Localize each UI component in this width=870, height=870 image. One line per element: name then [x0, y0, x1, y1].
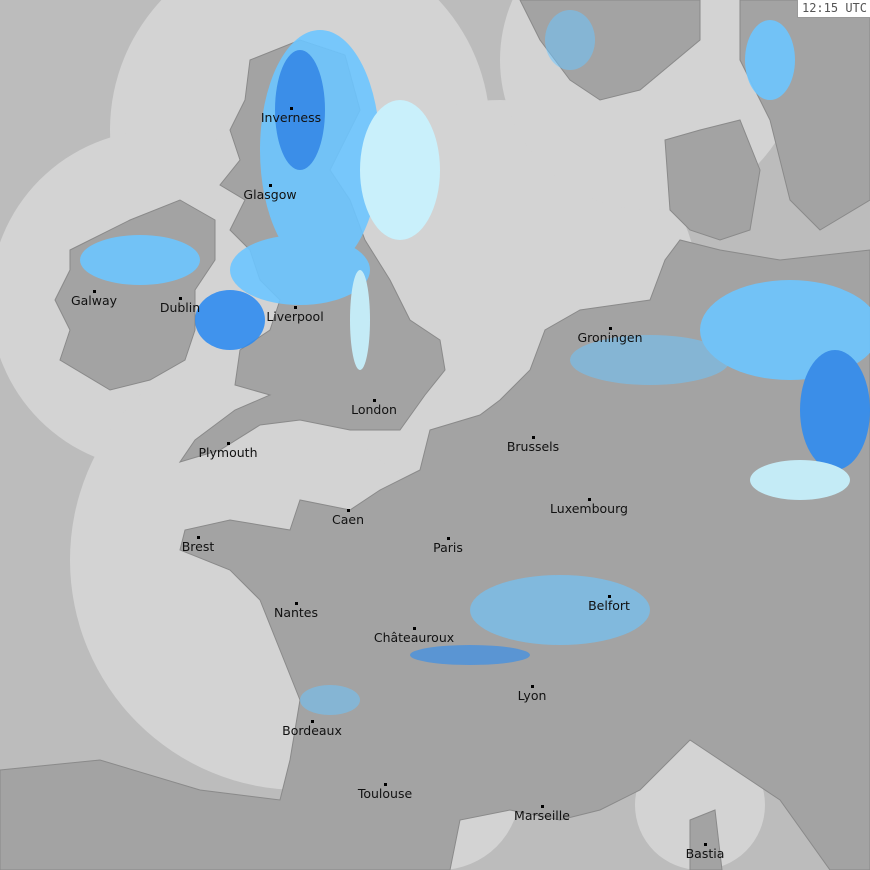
corsica — [689, 809, 723, 870]
city-dot — [179, 297, 182, 300]
city-label: Bastia — [685, 846, 725, 861]
city-label: Brest — [181, 539, 215, 554]
city-dot — [532, 436, 535, 439]
city-label: Luxembourg — [550, 501, 628, 516]
city-label: Lyon — [517, 688, 547, 703]
city-dot — [373, 399, 376, 402]
city-dot — [290, 107, 293, 110]
city-label: Paris — [433, 540, 463, 555]
city-label: Groningen — [577, 330, 643, 345]
city-label: Châteauroux — [373, 630, 455, 645]
city-label: Bordeaux — [282, 723, 342, 738]
city-dot — [227, 442, 230, 445]
city-dot — [347, 509, 350, 512]
city-dot — [294, 306, 297, 309]
city-dot — [93, 290, 96, 293]
timestamp: 12:15 UTC — [796, 0, 870, 18]
city-label: Glasgow — [243, 187, 297, 202]
city-dot — [269, 184, 272, 187]
city-dot — [447, 537, 450, 540]
city-dot — [311, 720, 314, 723]
denmark — [664, 119, 761, 241]
city-dot — [197, 536, 200, 539]
city-label: Marseille — [514, 808, 570, 823]
city-label: Dublin — [159, 300, 201, 315]
city-label: Galway — [70, 293, 118, 308]
city-label: Caen — [331, 512, 365, 527]
city-label: Belfort — [588, 598, 630, 613]
city-label: Toulouse — [357, 786, 413, 801]
continent — [0, 239, 870, 870]
city-dot — [384, 783, 387, 786]
city-dot — [609, 327, 612, 330]
city-label: Brussels — [506, 439, 560, 454]
city-dot — [608, 595, 611, 598]
city-label: Inverness — [260, 110, 322, 125]
city-dot — [541, 805, 544, 808]
city-label: Nantes — [273, 605, 319, 620]
city-dot — [295, 602, 298, 605]
city-label: London — [351, 402, 397, 417]
city-label: Liverpool — [266, 309, 324, 324]
city-label: Plymouth — [198, 445, 258, 460]
city-dot — [704, 843, 707, 846]
city-dot — [531, 685, 534, 688]
city-dot — [588, 498, 591, 501]
precipitation — [80, 10, 870, 715]
city-dot — [413, 627, 416, 630]
